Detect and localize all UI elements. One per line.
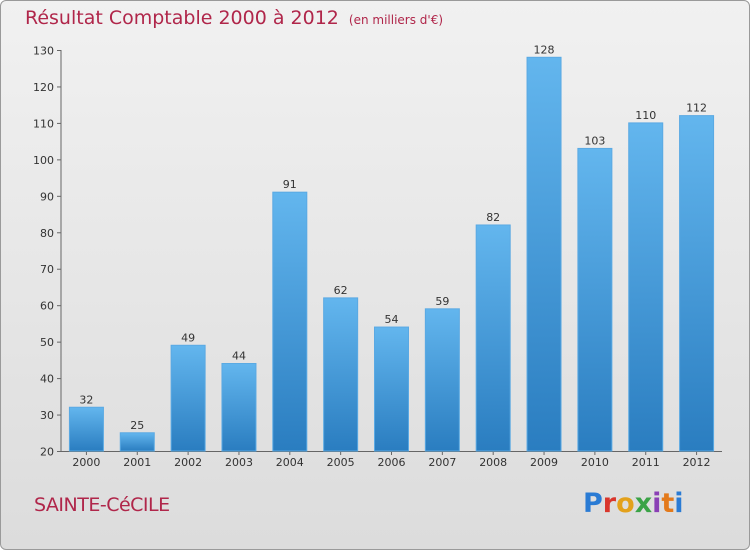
data-label-2009: 128	[534, 43, 555, 56]
x-tick-label: 2001	[123, 456, 151, 469]
commune-name: SAINTE-CéCILE	[34, 494, 170, 516]
y-tick-label: 40	[40, 373, 54, 386]
data-label-2008: 82	[486, 211, 500, 224]
y-tick-label: 20	[40, 446, 54, 459]
bar-2003	[221, 363, 257, 452]
data-label-2000: 32	[79, 393, 93, 406]
y-tick-label: 80	[40, 227, 54, 240]
bar-2009	[526, 56, 562, 452]
data-label-2003: 44	[232, 350, 246, 363]
x-tick-label: 2006	[378, 456, 406, 469]
logo-letter: P	[583, 488, 603, 519]
bar-2011	[628, 122, 664, 452]
bar-2012	[679, 115, 715, 452]
bar-2000	[68, 406, 104, 452]
x-tick-label: 2005	[327, 456, 355, 469]
logo-letter: x	[634, 488, 653, 519]
data-label-2005: 62	[334, 284, 348, 297]
logo-letter: i	[674, 488, 684, 519]
y-axis: 20 30 40 50 60 70 80 90 100 110 120 130	[33, 45, 62, 459]
x-tick-label: 2010	[581, 456, 609, 469]
y-tick-label: 70	[40, 263, 54, 276]
data-label-2006: 54	[385, 313, 399, 326]
bar-2004	[272, 191, 308, 452]
x-tick-label: 2012	[683, 456, 711, 469]
data-label-2001: 25	[130, 419, 144, 432]
bar-2006	[374, 326, 409, 452]
x-tick-label: 2008	[479, 456, 507, 469]
x-tick-label: 2000	[72, 456, 100, 469]
chart-title-text: Résultat Comptable 2000 à 2012	[25, 7, 339, 29]
proxiti-logo[interactable]: Proxiti	[583, 488, 684, 519]
y-tick-label: 60	[40, 300, 54, 313]
bar-2010	[577, 147, 613, 452]
x-tick-label: 2011	[632, 456, 660, 469]
y-tick-label: 120	[33, 81, 54, 94]
data-label-2010: 103	[584, 134, 605, 147]
bar-2007	[424, 308, 460, 452]
chart-subtitle: (en milliers d'€)	[348, 13, 444, 27]
x-tick-label: 2009	[530, 456, 558, 469]
y-tick-label: 130	[33, 45, 54, 58]
data-label-2012: 112	[686, 102, 707, 115]
logo-letter: i	[652, 488, 662, 519]
y-tick-label: 30	[40, 409, 54, 422]
logo-letter: t	[661, 488, 675, 519]
data-label-2004: 91	[283, 178, 297, 191]
x-tick-label: 2003	[225, 456, 253, 469]
bar-2002	[170, 344, 206, 452]
bar-2008	[475, 224, 511, 452]
x-tick-label: 2002	[174, 456, 202, 469]
bars	[68, 56, 715, 452]
logo-letter: r	[602, 488, 617, 519]
y-tick-label: 50	[40, 336, 54, 349]
data-label-2002: 49	[181, 331, 195, 344]
data-label-2007: 59	[435, 295, 449, 308]
chart-title: Résultat Comptable 2000 à 2012 (en millie…	[25, 7, 443, 29]
bar-2001	[119, 432, 155, 452]
x-axis: 2000 2001 2002 2003 2004 2005 2006 2007 2008 2009…	[61, 451, 722, 469]
x-tick-label: 2004	[276, 456, 304, 469]
data-label-2011: 110	[635, 109, 656, 122]
y-tick-label: 100	[33, 154, 54, 167]
y-tick-label: 90	[40, 190, 54, 203]
data-labels: 32 25 49 44 91 62 54 59 82 128 103 110 112	[79, 43, 707, 431]
x-tick-label: 2007	[428, 456, 456, 469]
bar-2005	[323, 297, 359, 452]
y-tick-label: 110	[33, 117, 54, 130]
logo-letter: o	[616, 488, 635, 519]
